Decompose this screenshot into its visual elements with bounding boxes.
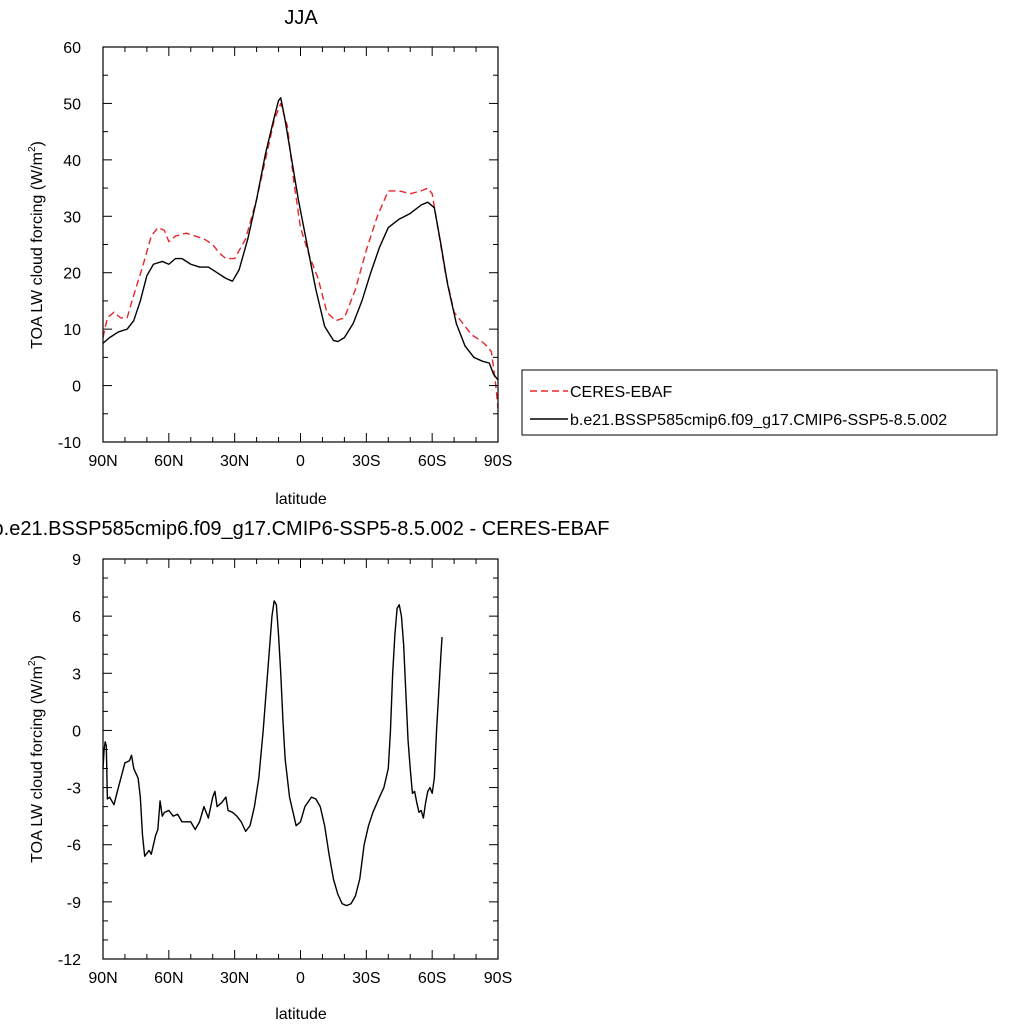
top-chart-x-axis-label: latitude bbox=[275, 491, 327, 508]
bottom-chart-x-tick-label: 60S bbox=[418, 970, 446, 987]
bottom-chart-x-tick-label: 90N bbox=[88, 970, 117, 987]
top-chart-series-layer bbox=[102, 97, 499, 409]
bottom-chart-y-tick-label: 0 bbox=[72, 723, 81, 740]
top-chart-y-axis-label: TOA LW cloud forcing (W/m2) bbox=[27, 141, 46, 349]
legend-label-model: b.e21.BSSP585cmip6.f09_g17.CMIP6-SSP5-8.… bbox=[570, 412, 947, 429]
bottom-chart-title: b.e21.BSSP585cmip6.f09_g17.CMIP6-SSP5-8.… bbox=[0, 518, 609, 540]
top-chart-x-tick-label: 60N bbox=[154, 453, 183, 470]
bottom-chart-x-tick-label: 30N bbox=[220, 970, 249, 987]
top-chart-y-tick-label: 40 bbox=[63, 153, 81, 170]
bottom-chart-ticks: 90N 60N 30N 0 30S 60S 90S -12 -9 -6 -3 0 3 6 9 bbox=[58, 552, 512, 987]
legend-box bbox=[521, 369, 998, 436]
bottom-chart-y-tick-label: 3 bbox=[72, 666, 81, 683]
top-chart: JJA 90N 60N 30N 0 30S 60S 90S-100102030405060 … bbox=[27, 7, 512, 508]
top-chart-y-tick-label: 50 bbox=[63, 96, 81, 113]
top-chart-series-1-line bbox=[102, 102, 499, 409]
bottom-chart-y-tick-label: 6 bbox=[72, 609, 81, 626]
top-chart-x-tick-label: 30N bbox=[220, 453, 249, 470]
top-chart-y-tick-label: 30 bbox=[63, 209, 81, 226]
top-chart-y-tick-label: 60 bbox=[63, 40, 81, 57]
top-chart-x-tick-label: 90N bbox=[88, 453, 117, 470]
legend-label-ceres: CERES-EBAF bbox=[570, 384, 672, 401]
bottom-chart-x-axis-label: latitude bbox=[275, 1006, 327, 1023]
bottom-chart-x-tick-label: 60N bbox=[154, 970, 183, 987]
bottom-chart-x-tick-label: 30S bbox=[352, 970, 380, 987]
top-chart-x-tick-label: 30S bbox=[352, 453, 380, 470]
bottom-chart-y-tick-label: 9 bbox=[72, 552, 81, 569]
top-chart-y-tick-label: 20 bbox=[63, 266, 81, 283]
bottom-chart-series-layer bbox=[102, 600, 443, 907]
bottom-chart-y-axis-label: TOA LW cloud forcing (W/m2) bbox=[27, 655, 46, 863]
top-chart-ticks: 90N 60N 30N 0 30S 60S 90S -10 0 10 20 30 40 50 60 bbox=[58, 40, 512, 470]
bottom-chart-y-tick-label: -6 bbox=[67, 838, 81, 855]
bottom-chart-series-1-line bbox=[102, 600, 443, 907]
legend: CERES-EBAF b.e21.BSSP585cmip6.f09_g17.CM… bbox=[521, 369, 998, 436]
top-chart-x-tick-label: 90S bbox=[484, 453, 512, 470]
bottom-chart: b.e21.BSSP585cmip6.f09_g17.CMIP6-SSP5-8.… bbox=[0, 518, 609, 1023]
top-chart-series-2-line bbox=[102, 97, 499, 381]
top-chart-y-tick-label: -10 bbox=[58, 435, 81, 452]
bottom-chart-x-tick-label: 90S bbox=[484, 970, 512, 987]
top-chart-y-tick-label: 0 bbox=[72, 379, 81, 396]
top-chart-title: JJA bbox=[284, 7, 318, 29]
top-chart-x-tick-label: 0 bbox=[296, 453, 305, 470]
bottom-chart-x-tick-label: 0 bbox=[296, 970, 305, 987]
bottom-chart-y-tick-label: -9 bbox=[67, 895, 81, 912]
bottom-chart-plot-frame bbox=[102, 558, 499, 960]
bottom-chart-y-tick-label: -3 bbox=[67, 781, 81, 798]
bottom-chart-y-tick-label: -12 bbox=[58, 952, 81, 969]
top-chart-y-tick-label: 10 bbox=[63, 322, 81, 339]
top-chart-x-tick-label: 60S bbox=[418, 453, 446, 470]
top-chart-plot-frame bbox=[102, 46, 499, 443]
